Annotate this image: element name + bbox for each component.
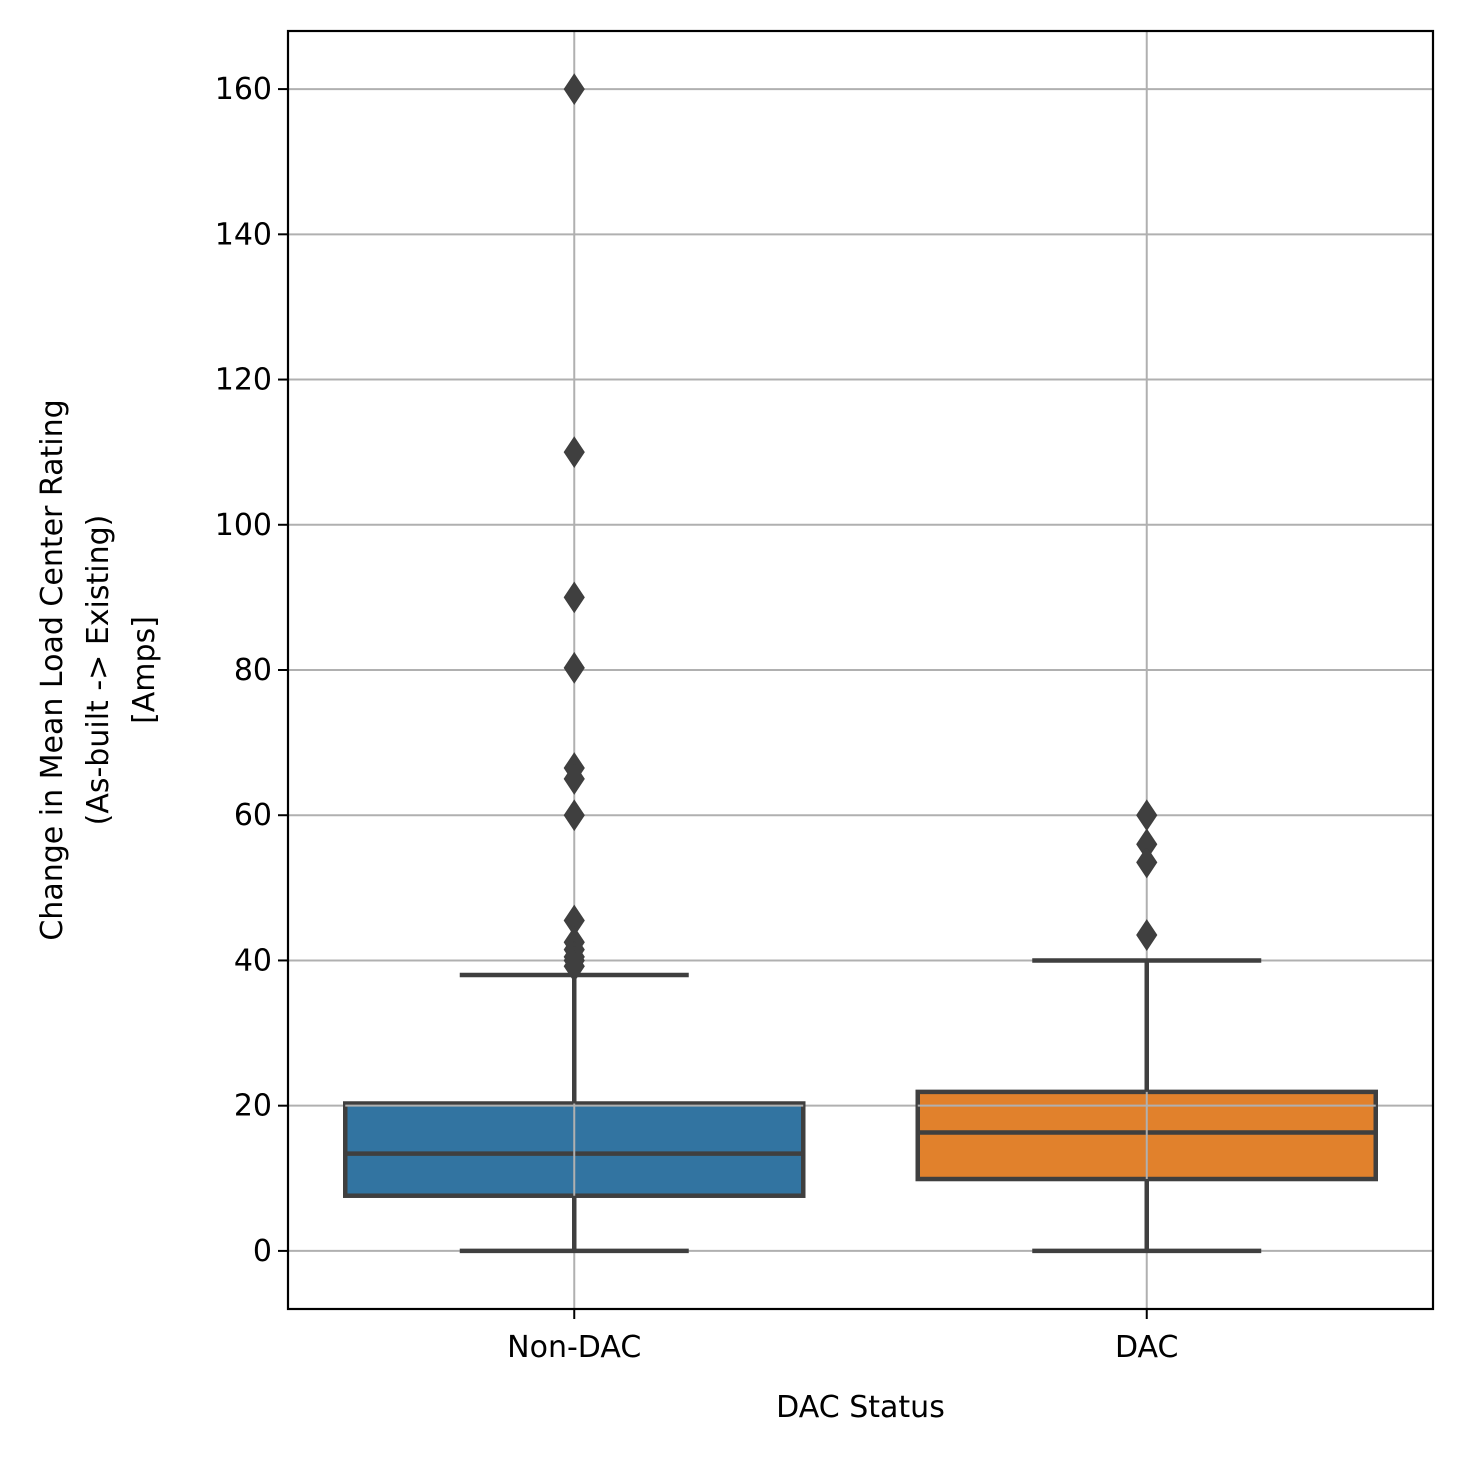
y-axis-label-line: Change in Mean Load Center Rating [35,399,70,940]
y-axis-label-line: (As-built -> Existing) [81,515,116,826]
y-axis-label: Change in Mean Load Center Rating (As-bui… [35,399,162,940]
outlier-point [563,950,585,983]
outlier-point [563,763,585,795]
x-tick-label: Non-DAC [507,1330,641,1365]
y-tick-label: 120 [215,363,272,398]
y-tick-label: 100 [215,508,272,543]
y-tick-label: 160 [215,72,272,107]
outlier-point [1136,919,1158,951]
axis-ticks: 0 20 40 60 80 100 120 140 160 Non-DAC DAC [215,72,1179,1365]
x-axis-label: DAC Status [776,1390,945,1425]
x-tick-label: DAC [1115,1330,1179,1365]
y-tick-label: 60 [234,798,272,833]
y-tick-label: 140 [215,217,272,252]
outliers [563,73,1158,983]
outlier-point [563,651,585,684]
outlier-point [563,436,585,469]
y-tick-label: 0 [253,1234,272,1269]
y-axis-label-line: [Amps] [127,616,162,724]
outlier-point [1136,846,1158,879]
outlier-point [563,799,585,832]
outlier-point [563,73,585,105]
box-dac [915,958,1378,1254]
y-tick-label: 80 [234,653,272,688]
y-tick-label: 40 [234,943,272,978]
outlier-point [563,581,585,614]
box-non-dac [343,972,806,1254]
outlier-point [1136,799,1158,832]
y-tick-label: 20 [234,1089,272,1124]
boxes [343,958,1378,1254]
